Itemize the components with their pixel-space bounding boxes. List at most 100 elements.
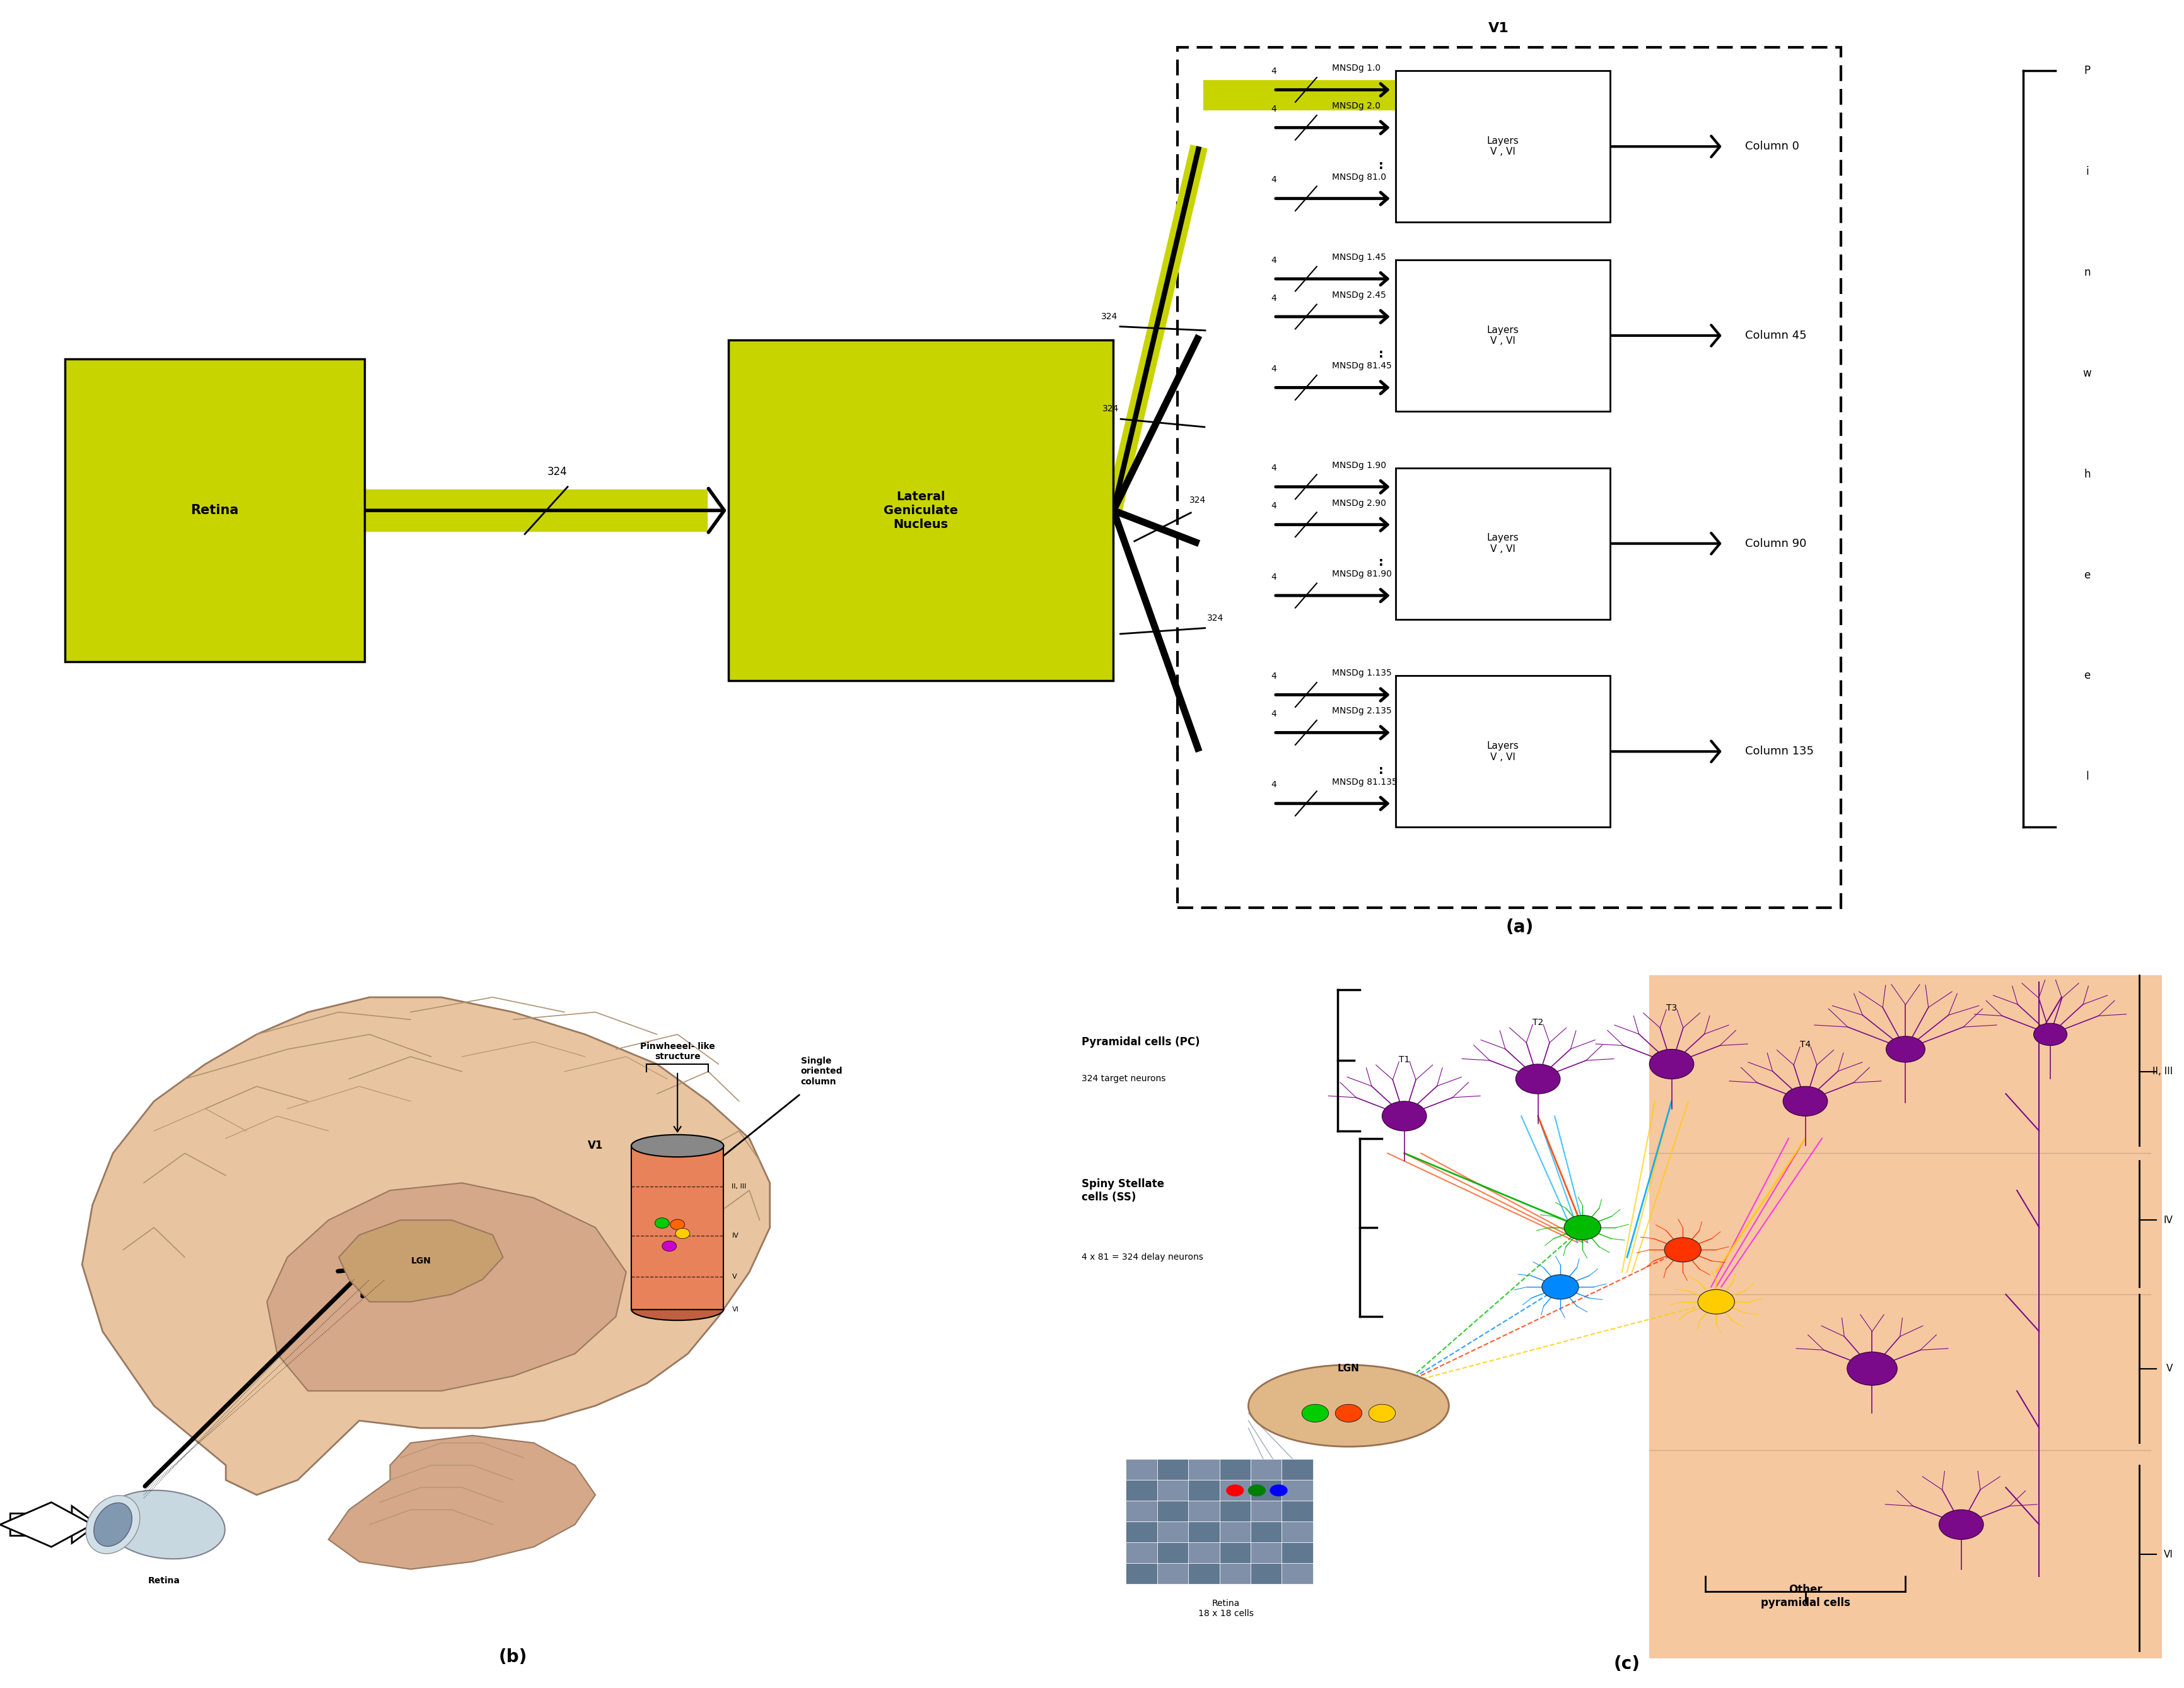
Text: 324: 324 [1103, 405, 1118, 414]
FancyBboxPatch shape [727, 341, 1114, 680]
Text: MNSDg 1.135: MNSDg 1.135 [1332, 668, 1391, 679]
FancyBboxPatch shape [1127, 1543, 1158, 1563]
Text: l: l [2086, 771, 2088, 782]
Circle shape [1382, 1101, 1426, 1131]
Circle shape [2033, 1023, 2066, 1045]
FancyBboxPatch shape [1127, 1521, 1158, 1543]
FancyBboxPatch shape [1219, 1521, 1251, 1543]
Text: IV: IV [2164, 1215, 2173, 1225]
Circle shape [1782, 1087, 1828, 1116]
FancyBboxPatch shape [1396, 468, 1610, 619]
Polygon shape [339, 1220, 502, 1301]
Text: Column 0: Column 0 [1745, 140, 1800, 152]
Circle shape [1269, 1484, 1289, 1496]
Text: 4: 4 [1271, 464, 1278, 473]
Circle shape [1887, 1036, 1924, 1062]
Text: 324: 324 [1208, 614, 1223, 623]
FancyBboxPatch shape [1158, 1480, 1188, 1501]
Text: MNSDg 2.0: MNSDg 2.0 [1332, 101, 1380, 111]
Text: 4: 4 [1271, 709, 1278, 719]
Text: :: : [1378, 159, 1382, 172]
Circle shape [1225, 1484, 1245, 1496]
Polygon shape [266, 1183, 627, 1391]
FancyBboxPatch shape [1282, 1563, 1313, 1583]
FancyBboxPatch shape [1127, 1458, 1158, 1480]
Text: Layers
V , VI: Layers V , VI [1487, 137, 1518, 157]
Text: MNSDg 2.135: MNSDg 2.135 [1332, 707, 1391, 716]
Text: MNSDg 2.45: MNSDg 2.45 [1332, 290, 1387, 300]
FancyBboxPatch shape [1127, 1480, 1158, 1501]
Text: Other
pyramidal cells: Other pyramidal cells [1760, 1583, 1850, 1609]
Text: V: V [732, 1273, 736, 1280]
FancyBboxPatch shape [1282, 1501, 1313, 1521]
Circle shape [1848, 1352, 1898, 1386]
FancyBboxPatch shape [1127, 1501, 1158, 1521]
Text: V1: V1 [587, 1139, 603, 1151]
FancyBboxPatch shape [1158, 1563, 1188, 1583]
Text: MNSDg 1.90: MNSDg 1.90 [1332, 461, 1387, 469]
FancyBboxPatch shape [1158, 1458, 1188, 1480]
Text: :: : [1378, 348, 1382, 361]
Text: 4: 4 [1271, 257, 1278, 265]
Text: Retina: Retina [149, 1577, 181, 1585]
Circle shape [1369, 1404, 1396, 1421]
FancyBboxPatch shape [1188, 1458, 1219, 1480]
FancyBboxPatch shape [631, 1146, 723, 1310]
Text: VI: VI [2164, 1550, 2173, 1560]
Text: V: V [2167, 1364, 2173, 1374]
Text: Pyramidal cells (PC): Pyramidal cells (PC) [1081, 1036, 1199, 1048]
FancyBboxPatch shape [1203, 81, 1503, 111]
Text: Column 90: Column 90 [1745, 538, 1806, 549]
Circle shape [1302, 1404, 1328, 1421]
Text: 324: 324 [546, 466, 568, 478]
FancyBboxPatch shape [1251, 1563, 1282, 1583]
Text: Retina: Retina [190, 505, 238, 517]
FancyBboxPatch shape [1188, 1563, 1219, 1583]
Text: Layers
V , VI: Layers V , VI [1487, 741, 1518, 761]
Ellipse shape [631, 1298, 723, 1320]
FancyBboxPatch shape [1158, 1543, 1188, 1563]
Text: V1: V1 [1487, 22, 1509, 35]
Circle shape [1649, 1050, 1695, 1079]
Text: MNSDg 81.45: MNSDg 81.45 [1332, 361, 1391, 371]
FancyBboxPatch shape [1396, 260, 1610, 412]
Polygon shape [0, 1502, 92, 1546]
Text: w: w [2084, 368, 2092, 380]
FancyBboxPatch shape [1188, 1480, 1219, 1501]
Text: 4: 4 [1271, 672, 1278, 680]
FancyBboxPatch shape [1251, 1543, 1282, 1563]
Text: T1: T1 [1398, 1055, 1411, 1063]
Text: Pinwheeel- like
structure: Pinwheeel- like structure [640, 1041, 714, 1060]
Text: 4: 4 [1271, 68, 1278, 76]
Text: P: P [2084, 66, 2090, 76]
Circle shape [1939, 1509, 1983, 1539]
Text: 4: 4 [1271, 176, 1278, 184]
FancyBboxPatch shape [1127, 1563, 1158, 1583]
Text: :: : [1378, 765, 1382, 776]
FancyBboxPatch shape [1396, 675, 1610, 827]
FancyBboxPatch shape [1251, 1521, 1282, 1543]
FancyBboxPatch shape [1188, 1501, 1219, 1521]
Polygon shape [328, 1435, 596, 1570]
Text: MNSDg 81.135: MNSDg 81.135 [1332, 778, 1398, 787]
Text: 4: 4 [1271, 105, 1278, 113]
FancyBboxPatch shape [1219, 1543, 1251, 1563]
Circle shape [675, 1229, 690, 1239]
FancyBboxPatch shape [1219, 1501, 1251, 1521]
Text: e: e [2084, 569, 2090, 581]
FancyBboxPatch shape [1251, 1501, 1282, 1521]
Text: e: e [2084, 670, 2090, 682]
Circle shape [1247, 1484, 1267, 1496]
Text: LGN: LGN [1337, 1364, 1361, 1374]
Text: 4: 4 [1271, 365, 1278, 373]
Circle shape [1664, 1237, 1701, 1263]
Text: 324 target neurons: 324 target neurons [1081, 1075, 1166, 1084]
Ellipse shape [94, 1502, 131, 1546]
Text: (b): (b) [498, 1647, 529, 1666]
FancyBboxPatch shape [66, 360, 365, 662]
FancyBboxPatch shape [1158, 1521, 1188, 1543]
Text: 324: 324 [1190, 496, 1206, 505]
Text: MNSDg 81.90: MNSDg 81.90 [1332, 569, 1391, 579]
Circle shape [670, 1219, 684, 1231]
FancyBboxPatch shape [1396, 71, 1610, 223]
